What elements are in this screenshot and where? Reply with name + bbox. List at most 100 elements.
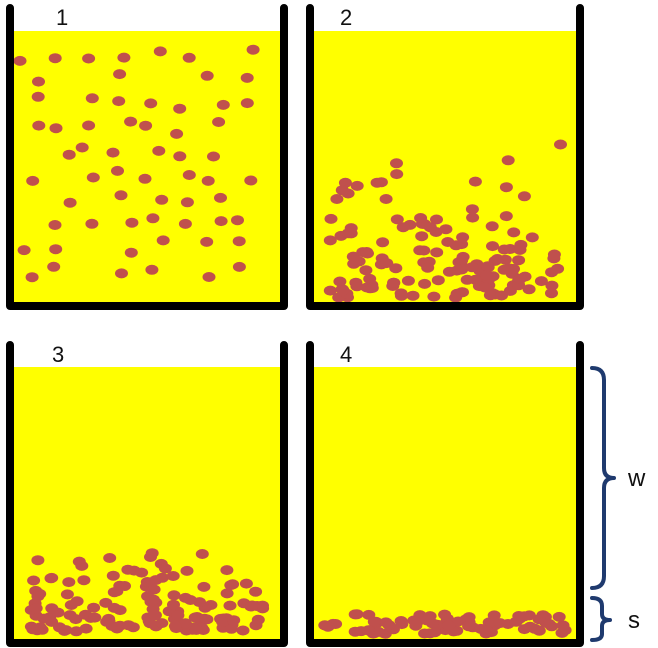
particle [394, 290, 408, 301]
particle [534, 276, 548, 287]
particle [202, 272, 216, 282]
particle [190, 612, 204, 622]
liquid-4 [314, 367, 576, 640]
particle [227, 615, 241, 626]
particle [466, 212, 480, 223]
particle [47, 261, 61, 272]
particle [178, 618, 192, 629]
particle [249, 620, 263, 631]
particle [85, 93, 99, 104]
bracket-s: s [590, 596, 640, 642]
particle [365, 283, 379, 293]
particle [201, 175, 215, 186]
particle [478, 282, 492, 293]
particle [156, 235, 170, 246]
particle [207, 151, 220, 162]
particle [121, 564, 135, 575]
particle [449, 292, 463, 303]
particle [112, 96, 126, 107]
particle [523, 621, 537, 632]
particle [77, 575, 91, 586]
particle [107, 587, 121, 598]
particle [480, 625, 494, 636]
container-2 [306, 4, 584, 310]
particle [146, 213, 160, 224]
particle [139, 120, 153, 131]
particle [417, 245, 431, 256]
particle [200, 70, 214, 81]
particle [87, 602, 101, 613]
particle [13, 55, 27, 66]
liquid-1 [14, 31, 280, 303]
particle [455, 264, 469, 275]
particle [441, 237, 455, 247]
particle [86, 172, 100, 183]
particle [418, 278, 432, 289]
particle [240, 72, 254, 83]
particle [323, 235, 337, 246]
particle [85, 218, 99, 229]
particle [75, 560, 89, 571]
particle [232, 236, 246, 247]
particle [111, 165, 124, 176]
particle [75, 142, 89, 153]
particle [27, 575, 41, 586]
particle [167, 590, 181, 601]
particle [158, 563, 172, 574]
particle [183, 595, 197, 605]
particle [545, 280, 559, 291]
particle [114, 190, 128, 201]
particle [455, 255, 469, 266]
particle [480, 270, 494, 281]
particle [180, 565, 194, 576]
particle [456, 232, 470, 243]
panel-2: 2 [306, 4, 584, 310]
particle [64, 600, 78, 610]
particle [438, 609, 452, 620]
particle [148, 610, 162, 621]
particle [212, 117, 226, 127]
particle [245, 600, 259, 611]
particle [462, 620, 476, 631]
particle [49, 244, 63, 255]
particle [512, 255, 526, 266]
particle [62, 149, 76, 160]
particle [220, 565, 234, 576]
particle [462, 612, 476, 623]
particle [182, 170, 196, 180]
particle [367, 616, 381, 627]
particle [414, 213, 428, 223]
particle [430, 247, 444, 258]
particle [135, 567, 149, 578]
particle [146, 594, 160, 605]
particle [69, 626, 83, 637]
particle [507, 227, 521, 238]
particle [551, 263, 565, 274]
particle [45, 603, 59, 614]
bracket-s-brace [590, 596, 612, 642]
panel-number-2: 2 [340, 5, 352, 30]
particle [532, 614, 546, 625]
particle [349, 277, 363, 288]
bracket-w-brace [590, 366, 616, 590]
particle [102, 613, 116, 624]
particle [167, 599, 180, 610]
panel-4: 4 [306, 341, 584, 647]
particle [49, 123, 63, 134]
particle [321, 621, 335, 632]
particle [143, 618, 157, 629]
particle [545, 288, 558, 299]
particle [82, 53, 96, 64]
particle [406, 290, 420, 301]
particle [232, 261, 246, 272]
particle [106, 570, 120, 581]
particle [195, 549, 209, 559]
particle [554, 139, 567, 150]
particle [407, 615, 421, 626]
particle [149, 575, 163, 586]
particle [512, 611, 526, 621]
container-3 [6, 341, 288, 647]
particle [427, 291, 441, 302]
particles-3 [24, 548, 270, 637]
particle [350, 180, 364, 191]
